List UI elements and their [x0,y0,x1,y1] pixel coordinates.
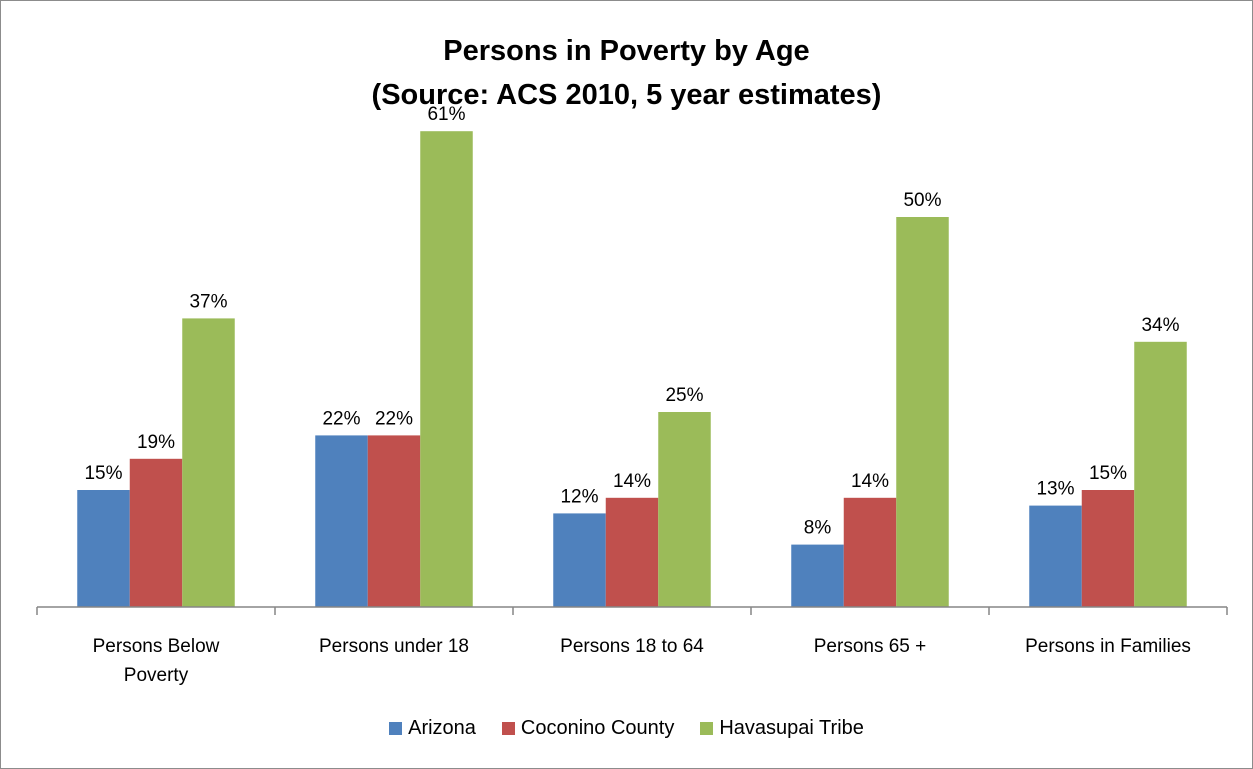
value-label-arizona-persons-in-families: 13% [1036,479,1074,500]
value-label-havasupai-tribe-persons-in-families: 34% [1141,315,1179,336]
value-label-coconino-county-persons-under-18: 22% [375,408,413,429]
category-labels-group: Persons Below Poverty Persons under 18 Pers… [93,636,1191,686]
legend-label-havasupai-tribe: Havasupai Tribe [719,717,864,739]
value-label-havasupai-tribe-persons-under-18: 61% [427,104,465,125]
category-label-line: Persons 18 to 64 [560,636,704,657]
category-label-persons-in-families: Persons in Families [1025,636,1191,657]
legend-label-arizona: Arizona [408,717,476,739]
value-label-coconino-county-persons-in-families: 15% [1089,463,1127,484]
bar-arizona-persons-65 [791,544,844,607]
bar-coconino-county-persons-in-families [1081,490,1135,607]
value-labels-group: 15% 19% 37% 22% 22% 61% 12% 14% 25% 8% 14% 50% 13% 15… [84,104,1179,538]
bar-havasupai-tribe-persons-below-poverty [182,318,235,607]
legend: Arizona Coconino County Havasupai Tribe [1,717,1252,740]
category-label-line: Persons under 18 [319,636,469,657]
bar-arizona-persons-18-to-64 [553,513,606,607]
legend-swatch-coconino-county [501,722,515,735]
value-label-havasupai-tribe-persons-65: 50% [903,190,941,211]
legend-item-arizona: Arizona [389,717,476,740]
value-label-coconino-county-persons-below-poverty: 19% [137,432,175,453]
bar-havasupai-tribe-persons-65 [896,217,949,607]
x-axis-ticks-group [36,607,1228,615]
chart-title-line-2: (Source: ACS 2010, 5 year estimates) [371,79,882,111]
value-label-havasupai-tribe-persons-below-poverty: 37% [189,291,227,312]
legend-swatch-arizona [389,722,403,735]
bar-havasupai-tribe-persons-in-families [1134,341,1187,607]
bar-coconino-county-persons-65 [843,497,897,607]
bar-arizona-persons-under-18 [315,435,368,607]
value-label-arizona-persons-65: 8% [804,518,832,539]
bar-arizona-persons-below-poverty [77,490,130,607]
bars-group [77,131,1187,607]
chart-title-line-1: Persons in Poverty by Age [443,35,810,67]
legend-item-havasupai-tribe: Havasupai Tribe [700,717,864,740]
value-label-arizona-persons-under-18: 22% [322,408,360,429]
bar-coconino-county-persons-under-18 [367,435,421,607]
bar-havasupai-tribe-persons-18-to-64 [658,412,711,607]
legend-item-coconino-county: Coconino County [501,717,675,740]
bar-arizona-persons-in-families [1029,505,1082,607]
bar-coconino-county-persons-18-to-64 [605,497,659,607]
value-label-arizona-persons-below-poverty: 15% [84,463,122,484]
legend-label-coconino-county: Coconino County [520,717,675,739]
category-label-persons-below-poverty: Persons Below Poverty [93,636,220,686]
category-label-persons-65: Persons 65 + [814,636,927,657]
value-label-arizona-persons-18-to-64: 12% [560,486,598,507]
chart-title: Persons in Poverty by Age (Source: ACS 2… [1,29,1252,117]
category-label-persons-under-18: Persons under 18 [319,636,469,657]
value-label-coconino-county-persons-65: 14% [851,471,889,492]
value-label-havasupai-tribe-persons-18-to-64: 25% [665,385,703,406]
value-label-coconino-county-persons-18-to-64: 14% [613,471,651,492]
bar-havasupai-tribe-persons-under-18 [420,131,473,607]
category-label-line: Persons Below [93,636,220,657]
bar-coconino-county-persons-below-poverty [129,458,183,607]
category-label-line: Poverty [124,665,189,686]
category-label-line: Persons in Families [1025,636,1191,657]
legend-swatch-havasupai-tribe [700,722,714,735]
category-label-line: Persons 65 + [814,636,927,657]
category-label-persons-18-to-64: Persons 18 to 64 [560,636,704,657]
